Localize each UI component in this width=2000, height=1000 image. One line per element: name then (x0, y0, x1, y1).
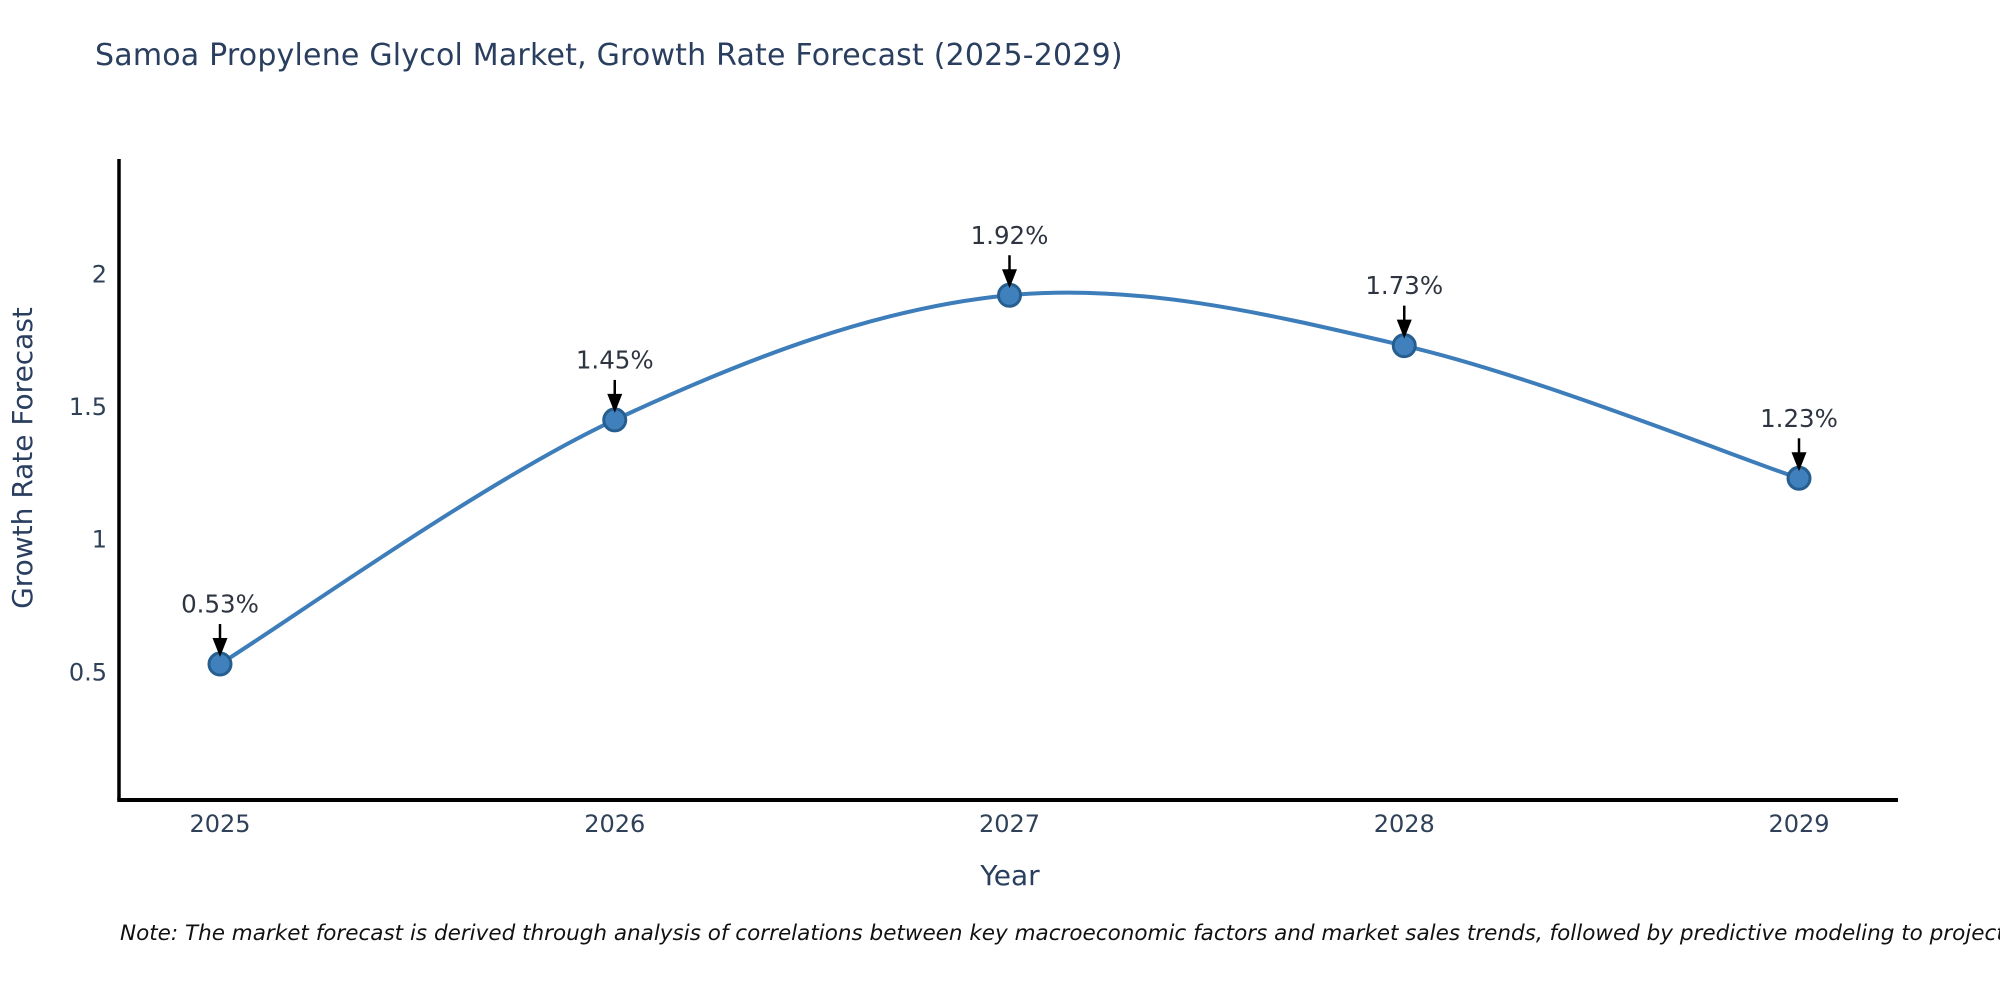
x-tick-label: 2025 (189, 810, 250, 838)
point-value-label: 1.92% (971, 221, 1049, 250)
x-tick-label: 2029 (1768, 810, 1829, 838)
y-axis-title: Growth Rate Forecast (6, 307, 39, 609)
points-layer: 0.53% 1.45% 1.92% 1.73% 1.23% (181, 221, 1838, 677)
x-tick-label: 2026 (584, 810, 645, 838)
annotation-arrowhead-icon (1002, 269, 1017, 289)
x-axis-title: Year (979, 859, 1040, 892)
x-tick-label: 2027 (979, 810, 1040, 838)
y-tick-label: 0.5 (69, 658, 107, 686)
footnote: Note: The market forecast is derived thr… (120, 921, 2000, 946)
y-tick-label: 1.5 (69, 393, 107, 421)
annotation-arrowhead-icon (1396, 319, 1412, 339)
annotation-arrowhead-icon (607, 393, 623, 413)
point-value-label: 1.73% (1365, 271, 1443, 300)
chart-title: Samoa Propylene Glycol Market, Growth Ra… (95, 38, 1123, 73)
trend-line (218, 290, 1801, 667)
point-value-label: 1.23% (1760, 404, 1838, 433)
annotation-arrowhead-icon (212, 638, 228, 658)
point-value-label: 1.45% (576, 346, 654, 375)
annotation-arrowhead-icon (1791, 452, 1807, 472)
point-value-label: 0.53% (181, 590, 259, 619)
y-tick-label: 2 (92, 260, 107, 288)
x-tick-label: 2028 (1374, 810, 1435, 838)
y-tick-label: 1 (92, 526, 107, 554)
axes-layer: 0.5 1 1.5 2 2025 2026 2027 2028 2029 (69, 159, 1898, 838)
